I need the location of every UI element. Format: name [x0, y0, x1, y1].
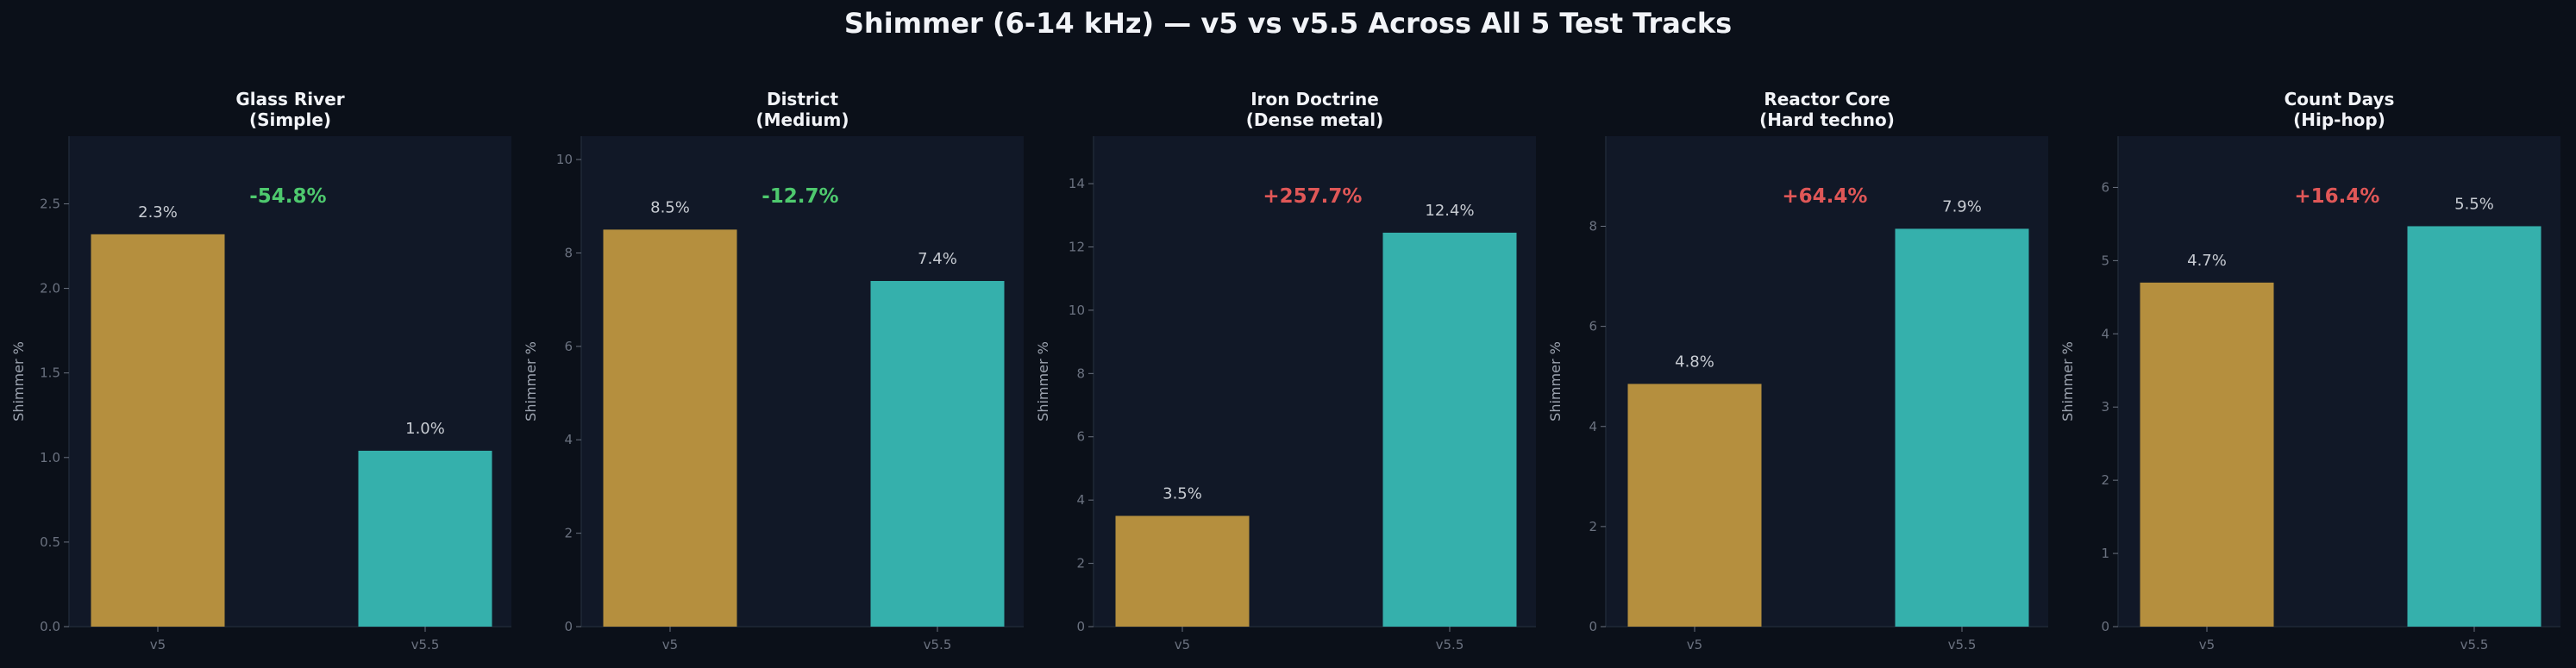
y-axis-label: Shimmer % — [2059, 341, 2076, 421]
chart-panel-reactor-core: Reactor Core(Hard techno) 0 2 4 6 8 Shimmer % 4… — [1547, 89, 2048, 652]
y-tick-label: 0 — [1076, 619, 1085, 634]
bar-v55 — [2407, 226, 2542, 627]
y-axis-label: Shimmer % — [1547, 341, 1564, 421]
bar-v5 — [2140, 282, 2274, 627]
bar-v5 — [91, 234, 225, 627]
bar-v5 — [603, 229, 737, 627]
bar-v5 — [1115, 515, 1250, 627]
x-tick-label: v5.5 — [924, 637, 952, 652]
panel-title: Glass River — [235, 89, 344, 109]
y-tick-label: 1 — [2101, 546, 2109, 561]
bar-value-label: 3.5% — [1163, 485, 1202, 503]
y-axis-label: Shimmer % — [10, 341, 27, 421]
y-tick-label: 0 — [2101, 619, 2109, 634]
bar-v55 — [358, 450, 492, 627]
bar-value-label: 4.7% — [2187, 252, 2227, 270]
x-tick-label: v5.5 — [411, 637, 440, 652]
chart-panel-count-days: Count Days(Hip-hop) 0 1 2 3 4 5 6 Shimmer % 4.7% v… — [2059, 89, 2560, 652]
y-tick-label: 10 — [1069, 303, 1085, 318]
y-tick-label: 6 — [564, 339, 573, 354]
y-tick-label: 0 — [1589, 619, 1597, 634]
y-tick-label: 0.5 — [40, 534, 60, 550]
y-tick-label: 8 — [564, 245, 573, 260]
x-tick-label: v5 — [150, 637, 166, 652]
y-tick-label: 8 — [1076, 365, 1085, 381]
y-tick-label: 10 — [556, 152, 573, 167]
x-tick-label: v5.5 — [1948, 637, 1977, 652]
panel-subtitle: (Medium) — [756, 109, 849, 130]
chart-panel-district: District(Medium) 0 2 4 6 8 10 Shimmer % 8.5% v5 7.… — [523, 89, 1024, 652]
y-tick-label: 5 — [2101, 253, 2109, 268]
change-annotation: -54.8% — [249, 185, 326, 208]
panel-subtitle: (Simple) — [249, 109, 331, 130]
panel-subtitle: (Dense metal) — [1246, 109, 1383, 130]
panel-title: Count Days — [2285, 89, 2395, 109]
panel-subtitle: (Hard techno) — [1759, 109, 1895, 130]
bar-value-label: 12.4% — [1425, 202, 1474, 220]
y-tick-label: 4 — [2101, 326, 2109, 341]
x-tick-label: v5 — [2199, 637, 2215, 652]
y-tick-label: 0.0 — [40, 619, 60, 634]
panel-title: Iron Doctrine — [1250, 89, 1379, 109]
y-axis-label: Shimmer % — [523, 341, 539, 421]
change-annotation: +64.4% — [1782, 185, 1867, 208]
y-tick-label: 2.5 — [40, 196, 60, 211]
y-tick-label: 14 — [1069, 176, 1085, 191]
y-tick-label: 6 — [1589, 319, 1597, 334]
x-tick-label: v5.5 — [2460, 637, 2489, 652]
y-tick-label: 8 — [1589, 219, 1597, 234]
bar-v55 — [1895, 228, 2029, 627]
bar-v55 — [1382, 232, 1517, 627]
y-tick-label: 2 — [1589, 519, 1597, 534]
panel-title: Reactor Core — [1764, 89, 1890, 109]
y-tick-label: 2 — [1076, 556, 1085, 571]
y-axis-label: Shimmer % — [1035, 341, 1051, 421]
y-tick-label: 4 — [564, 432, 573, 447]
x-tick-label: v5 — [1687, 637, 1702, 652]
bar-value-label: 4.8% — [1675, 353, 1714, 371]
panel-subtitle: (Hip-hop) — [2293, 109, 2385, 130]
change-annotation: -12.7% — [762, 185, 838, 208]
y-tick-label: 3 — [2101, 399, 2109, 415]
x-tick-label: v5.5 — [1436, 637, 1464, 652]
bar-v55 — [870, 280, 1005, 627]
panel-title: District — [767, 89, 838, 109]
y-tick-label: 6 — [2101, 179, 2109, 195]
y-tick-label: 12 — [1069, 239, 1085, 254]
y-tick-label: 4 — [1589, 419, 1597, 434]
bar-value-label: 7.4% — [918, 250, 957, 268]
y-tick-label: 6 — [1076, 429, 1085, 445]
bar-value-label: 2.3% — [138, 203, 178, 222]
bar-value-label: 5.5% — [2454, 195, 2494, 213]
chart-panel-iron-doctrine: Iron Doctrine(Dense metal) 0 2 4 6 8 10 12 14 Shi… — [1035, 89, 1536, 652]
y-tick-label: 1.0 — [40, 450, 60, 465]
bar-value-label: 7.9% — [1942, 197, 1982, 215]
change-annotation: +257.7% — [1263, 185, 1362, 208]
y-tick-label: 2 — [564, 526, 573, 541]
figure-title: Shimmer (6-14 kHz) — v5 vs v5.5 Across A… — [843, 7, 1733, 40]
y-tick-label: 4 — [1076, 492, 1085, 508]
y-tick-label: 2 — [2101, 472, 2109, 488]
chart-panel-glass-river: Glass River(Simple) 0.0 0.5 1.0 1.5 2.0 2.5 Shi… — [10, 89, 511, 652]
x-tick-label: v5 — [662, 637, 678, 652]
x-tick-label: v5 — [1175, 637, 1190, 652]
y-tick-label: 0 — [564, 619, 573, 634]
bar-value-label: 1.0% — [405, 420, 445, 438]
bar-value-label: 8.5% — [650, 198, 690, 216]
change-annotation: +16.4% — [2294, 185, 2379, 208]
y-tick-label: 1.5 — [40, 365, 60, 381]
bar-v5 — [1627, 384, 1762, 627]
y-tick-label: 2.0 — [40, 281, 60, 297]
